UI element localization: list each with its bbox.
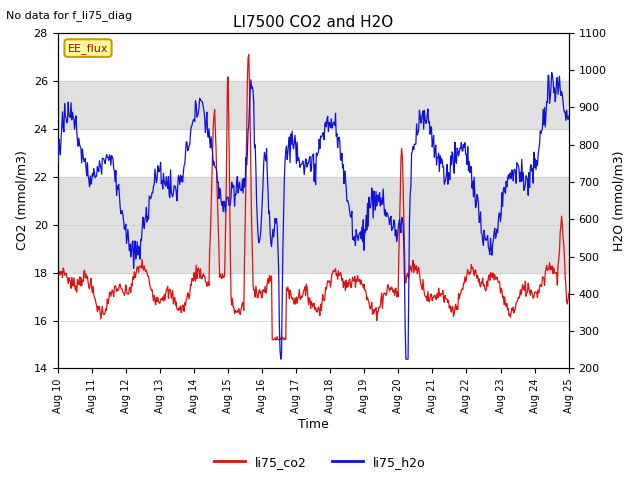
Bar xyxy=(58,177,569,273)
X-axis label: Time: Time xyxy=(298,419,328,432)
Text: No data for f_li75_diag: No data for f_li75_diag xyxy=(6,10,132,21)
Y-axis label: CO2 (mmol/m3): CO2 (mmol/m3) xyxy=(15,151,28,251)
Legend: li75_co2, li75_h2o: li75_co2, li75_h2o xyxy=(209,451,431,474)
Y-axis label: H2O (mmol/m3): H2O (mmol/m3) xyxy=(612,150,625,251)
Title: LI7500 CO2 and H2O: LI7500 CO2 and H2O xyxy=(233,15,393,30)
Text: EE_flux: EE_flux xyxy=(68,43,108,54)
Bar xyxy=(58,81,569,129)
